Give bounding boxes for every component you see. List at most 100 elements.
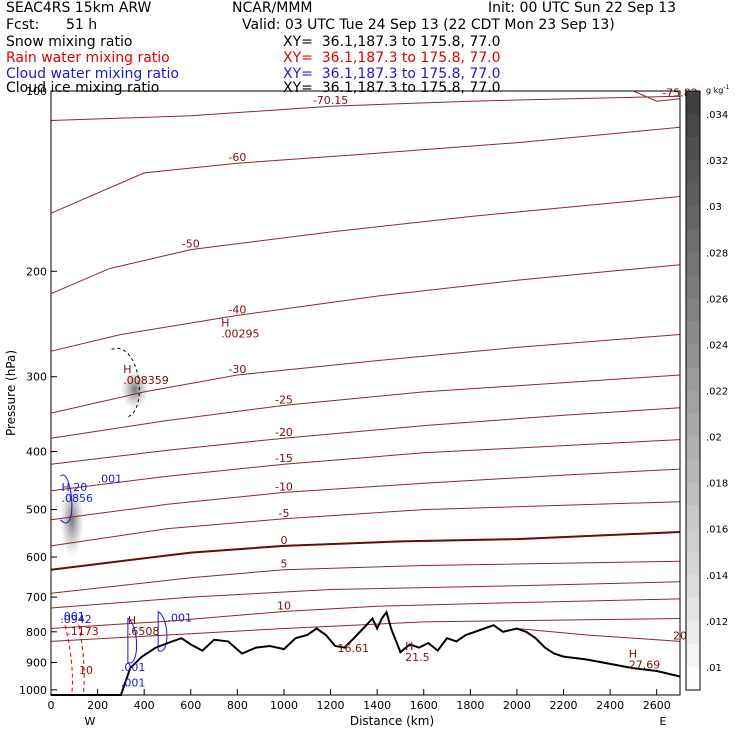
- colorbar-swatch: [686, 597, 700, 622]
- colorbar-swatch: [686, 91, 700, 115]
- colorbar-label: .02: [706, 433, 722, 444]
- y-tick-label: 900: [26, 656, 47, 669]
- temperature-contour: [516, 628, 681, 642]
- fcst-label: Fcst:: [6, 17, 40, 33]
- x-tick-label: 200: [87, 699, 108, 712]
- field-cloudwater-xy: XY= 36.1,187.3 to 175.8, 77.0: [283, 66, 501, 82]
- max-label-value: .0856: [61, 492, 93, 505]
- model-title: SEAC4RS 15km ARW: [6, 0, 152, 16]
- colorbar-swatch: [686, 551, 700, 576]
- colorbar-swatch: [686, 620, 700, 645]
- temperature-contour: [50, 95, 681, 121]
- x-end-west: W: [85, 715, 96, 728]
- x-tick-label: 2200: [550, 699, 578, 712]
- contour-label: -25: [275, 393, 293, 406]
- contour-label: 10: [277, 600, 291, 613]
- max-label-value: .001: [60, 610, 85, 623]
- colorbar-swatch: [686, 367, 700, 391]
- y-tick-label: 300: [26, 371, 47, 384]
- snow-shading-blob: [120, 369, 149, 410]
- y-tick-label: 400: [26, 446, 47, 459]
- colorbar-swatch: [686, 482, 700, 507]
- max-label-value: 10: [79, 664, 93, 677]
- colorbar-label: .014: [706, 571, 728, 582]
- x-tick-label: 1000: [270, 699, 298, 712]
- max-label-value: .001: [121, 676, 146, 689]
- y-tick-label: 700: [26, 591, 47, 604]
- max-label-value: 21.5: [405, 651, 430, 664]
- contour-label: -30: [228, 363, 246, 376]
- colorbar-swatch: [686, 229, 700, 253]
- max-label: 16.61: [338, 642, 370, 655]
- colorbar-swatch: [686, 114, 700, 138]
- temperature-contour: [50, 581, 681, 609]
- x-tick-label: 2600: [643, 699, 671, 712]
- contour-label: -50: [182, 238, 200, 251]
- colorbar-swatch: [686, 505, 700, 530]
- colorbar-frame: [685, 90, 701, 691]
- max-label-marker: H: [128, 614, 136, 627]
- x-tick-label: 1400: [363, 699, 391, 712]
- y-tick-label: 800: [26, 626, 47, 639]
- y-tick-label: 500: [26, 504, 47, 517]
- max-label: .001: [98, 472, 123, 485]
- colorbar-swatch: [686, 390, 700, 415]
- max-label: H.6508: [128, 614, 160, 638]
- fcst-value: 51 h: [66, 17, 98, 33]
- max-label-value: 27.69: [629, 658, 661, 671]
- colorbar-swatch: [686, 206, 700, 230]
- cloud-water-contour: [127, 617, 138, 664]
- colorbar-swatch: [686, 344, 700, 368]
- max-label-marker: H: [123, 363, 131, 376]
- y-tick-label: 200: [26, 265, 47, 278]
- x-tick-label: 2000: [503, 699, 531, 712]
- contour-label: -5: [278, 507, 289, 520]
- max-label: H.008359: [123, 363, 169, 387]
- colorbar-swatch: [686, 275, 700, 299]
- contour-label: -15: [275, 452, 293, 465]
- max-label-value: .6508: [128, 625, 160, 638]
- temperature-contour: [50, 501, 681, 547]
- x-tick-label: 2400: [596, 699, 624, 712]
- contour-label: -40: [228, 303, 246, 316]
- x-tick-label: 800: [227, 699, 248, 712]
- colorbar-label: .022: [706, 387, 728, 398]
- colorbar-swatch: [686, 666, 700, 691]
- colorbar-unit: g kg-1: [706, 84, 730, 95]
- terrain-line: [51, 609, 681, 696]
- x-tick-label: 0: [48, 699, 55, 712]
- max-label-value: .008359: [123, 374, 169, 387]
- x-tick-label: 1800: [456, 699, 484, 712]
- colorbar-swatch: [686, 298, 700, 322]
- temperature-contour: [633, 90, 681, 102]
- colorbar-swatch: [686, 459, 700, 484]
- temperature-contour: [50, 264, 681, 352]
- temperature-contour: [50, 196, 681, 295]
- colorbar-swatch: [686, 436, 700, 461]
- colorbar-swatch: [686, 321, 700, 345]
- temperature-contour: [50, 531, 681, 571]
- temperature-contour: [50, 598, 681, 629]
- temperature-contour: [50, 560, 681, 594]
- max-label-value: .001: [121, 661, 146, 674]
- x-axis-label: Distance (km): [350, 714, 434, 728]
- colorbar-label: .016: [706, 525, 728, 536]
- snow-contour: [111, 347, 140, 418]
- contour-label: -60: [228, 151, 246, 164]
- field-snow-xy: XY= 36.1,187.3 to 175.8, 77.0: [283, 34, 501, 50]
- colorbar-label: .034: [706, 110, 728, 121]
- ice-shading-blob: [59, 481, 84, 558]
- field-cloudwater-name: Cloud water mixing ratio: [6, 66, 179, 82]
- contour-label: -10: [275, 480, 293, 493]
- colorbar-label: .024: [706, 340, 728, 351]
- max-label-value: .001: [98, 472, 123, 485]
- colorbar-swatch: [686, 528, 700, 553]
- contour-label: -70.15: [313, 94, 348, 107]
- colorbar-label: .018: [706, 479, 728, 490]
- max-label: H 20.0856: [61, 481, 93, 505]
- max-label-value: .0942: [60, 613, 92, 626]
- colorbar-label: .01: [706, 663, 722, 674]
- colorbar-label: .032: [706, 156, 728, 167]
- max-label-value: 16.61: [338, 642, 370, 655]
- temperature-contour: [50, 468, 681, 521]
